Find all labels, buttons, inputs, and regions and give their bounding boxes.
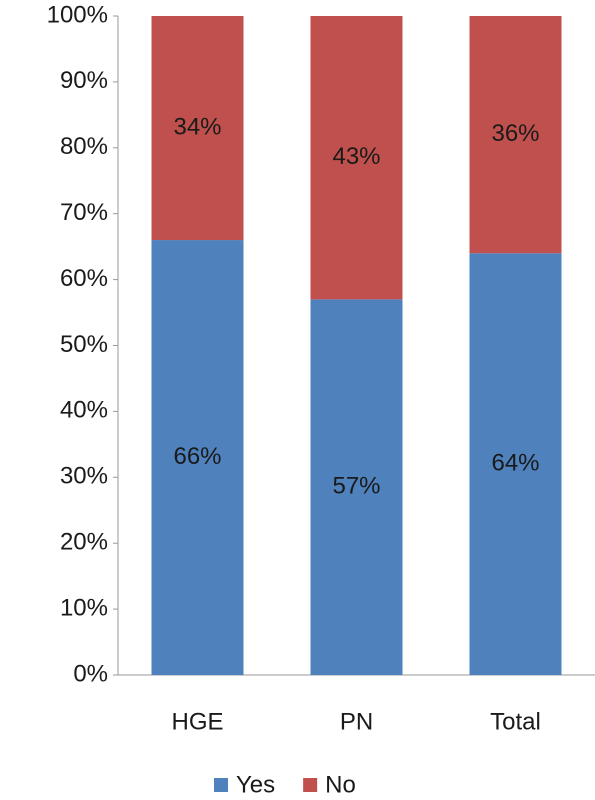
y-tick-label: 30% [60,463,108,490]
bar-segment [310,16,403,300]
data-label: 66% [173,443,221,470]
data-label: 64% [491,449,539,476]
data-label: 43% [332,143,380,170]
data-label: 34% [173,113,221,140]
y-tick-label: 70% [60,199,108,226]
bar-segment [151,240,244,675]
y-tick-label: 50% [60,331,108,358]
y-tick-label: 60% [60,265,108,292]
legend-label: Yes [236,771,275,798]
x-tick-label: HGE [171,708,223,735]
bar-segment [151,16,244,241]
bar-segment [469,16,562,254]
y-tick-label: 10% [60,594,108,621]
bar-segment [310,299,403,675]
data-label: 57% [332,473,380,500]
x-tick-label: PN [340,708,373,735]
bar-segment [469,253,562,676]
y-tick-label: 100% [47,1,108,28]
legend-label: No [325,771,356,798]
legend-swatch [303,778,318,792]
legend-swatch [214,778,228,792]
data-label: 36% [491,120,539,147]
y-tick-label: 90% [60,67,108,94]
y-tick-label: 20% [60,529,108,556]
y-tick-label: 0% [73,660,108,687]
y-tick-label: 80% [60,133,108,160]
x-tick-label: Total [490,708,541,735]
y-tick-label: 40% [60,397,108,424]
